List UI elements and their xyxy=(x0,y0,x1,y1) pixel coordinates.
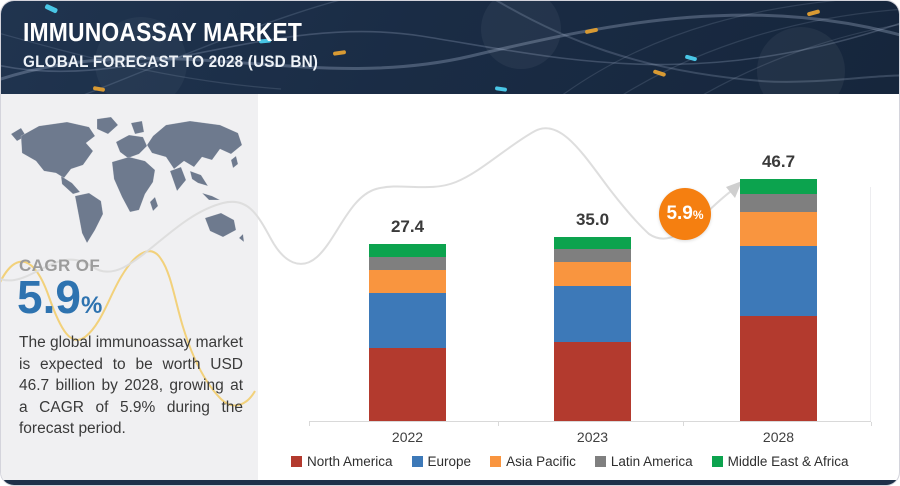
legend-label: Asia Pacific xyxy=(506,454,576,469)
cagr-number: 5.9 xyxy=(17,271,81,323)
header-titles: IMMUNOASSAY MARKET GLOBAL FORECAST TO 20… xyxy=(23,17,351,72)
legend-item: North America xyxy=(291,454,393,469)
legend-label: Europe xyxy=(427,454,472,469)
badge-percent-sign: % xyxy=(692,208,704,222)
x-axis-tick xyxy=(871,422,872,426)
bar-segment xyxy=(369,269,446,294)
badge-value: 5.9 xyxy=(666,203,693,224)
bar-segment xyxy=(554,249,631,262)
legend-item: Europe xyxy=(411,454,472,469)
page-subtitle: GLOBAL FORECAST TO 2028 (USD BN) xyxy=(23,52,319,71)
chart-legend: North America Europe Asia Pacific Latin Ame… xyxy=(291,454,848,469)
cagr-percent-sign: % xyxy=(80,292,103,319)
bar-segment xyxy=(740,211,817,247)
left-panel: CAGR OF 5.9% The global immunoassay mark… xyxy=(1,94,258,482)
market-description: The global immunoassay market is expecte… xyxy=(19,334,243,437)
legend-item: Latin America xyxy=(594,454,693,469)
cagr-value: 5.9% xyxy=(17,272,102,323)
bar-total-label: 27.4 xyxy=(390,217,425,236)
legend-swatch-icon xyxy=(291,456,302,467)
bar-segment xyxy=(554,237,631,250)
bar-segment xyxy=(554,285,631,343)
page-title: IMMUNOASSAY MARKET xyxy=(23,17,303,47)
cagr-badge: 5.9 % xyxy=(659,188,711,240)
bar-segment xyxy=(740,315,817,421)
bar-segment xyxy=(740,179,817,195)
bar-segment xyxy=(369,348,446,421)
bar-segment xyxy=(554,342,631,421)
x-axis-tick xyxy=(683,422,684,426)
legend-label: Middle East & Africa xyxy=(727,454,849,469)
legend-swatch-icon xyxy=(490,456,502,467)
legend-swatch-icon xyxy=(411,456,423,467)
footer-bar xyxy=(1,480,899,485)
legend-label: Latin America xyxy=(610,454,693,469)
world-map xyxy=(10,116,245,244)
arrow-head-icon xyxy=(726,181,742,198)
x-axis-label: 2023 xyxy=(576,429,609,445)
network-decoration xyxy=(1,1,899,94)
bar-segment xyxy=(369,244,446,257)
bar-segment xyxy=(740,194,817,212)
legend-label: North America xyxy=(307,454,393,469)
legend-swatch-icon xyxy=(711,456,723,467)
x-axis-tick xyxy=(498,422,499,426)
bar-segment xyxy=(554,261,631,286)
legend-swatch-icon xyxy=(594,456,606,467)
x-axis-label: 2022 xyxy=(391,429,424,445)
header: IMMUNOASSAY MARKET GLOBAL FORECAST TO 20… xyxy=(1,1,899,94)
bar-total-label: 35.0 xyxy=(575,210,610,229)
x-axis-tick xyxy=(309,422,310,426)
bar-segment xyxy=(369,293,446,348)
bar-total-label: 46.7 xyxy=(761,152,796,171)
x-axis xyxy=(309,421,871,422)
bar-segment xyxy=(740,246,817,316)
x-axis-label: 2028 xyxy=(762,429,795,445)
legend-item: Middle East & Africa xyxy=(711,454,849,469)
legend-item: Asia Pacific xyxy=(490,454,576,469)
plot-right-border xyxy=(870,187,871,421)
bar-segment xyxy=(369,256,446,270)
